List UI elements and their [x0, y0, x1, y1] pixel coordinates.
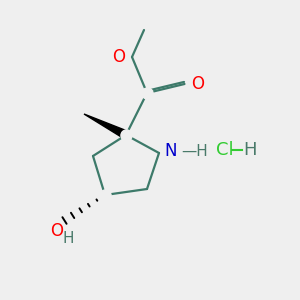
Text: O: O — [191, 75, 204, 93]
Text: H: H — [62, 231, 74, 246]
Text: Cl: Cl — [216, 141, 234, 159]
Text: H: H — [243, 141, 256, 159]
Polygon shape — [84, 114, 128, 139]
Text: O: O — [50, 222, 63, 240]
Text: —H: —H — [182, 144, 208, 159]
Text: N: N — [164, 142, 177, 160]
Text: O: O — [112, 48, 125, 66]
